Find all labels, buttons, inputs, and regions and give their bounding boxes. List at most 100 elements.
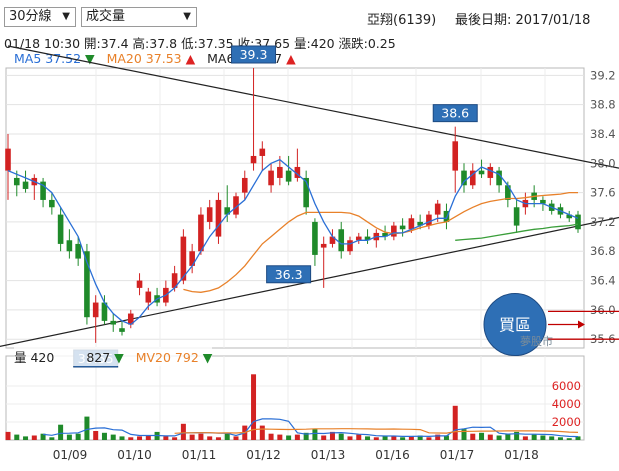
quote-low: 低:37.35 [181,36,234,51]
volume-bar [66,434,72,440]
candle-body [66,240,73,252]
indicator-select[interactable]: 成交量 ▼ [81,7,197,27]
candle [22,170,29,193]
candle [294,148,301,182]
volume-bar [14,434,20,440]
volume-bar [119,436,125,440]
x-tick-label: 01/09 [53,448,88,462]
x-tick-label: 01/12 [246,448,281,462]
candle-body [355,236,362,241]
price-tick-label: 38.0 [590,156,616,170]
volume-bar [347,436,353,440]
x-tick-label: 01/17 [440,448,475,462]
quote-line: 01/18 10:30 開:37.4 高:37.8 低:37.35 收:37.6… [4,33,396,52]
indicator-select-value: 成交量 [86,9,126,24]
volume-bar [110,434,116,440]
volume-bars [5,374,581,440]
volume-bar [215,437,221,440]
candle [461,163,467,193]
candle-body [505,185,511,200]
volume-bar [505,433,511,440]
volume-legend: 量 420 827 ▼ MV20 792 ▼ [14,347,213,366]
volume-bar [566,438,572,440]
volume-legend-vol: 量 420 [14,350,55,365]
price-tick-label: 36.0 [590,303,616,317]
candle-body [22,181,29,189]
candle-body [224,207,231,215]
candle [92,295,99,343]
watermark: 夢股市 [520,335,553,348]
callouts: 39.338.636.335.55買區 [73,45,619,368]
candle-body [513,207,520,226]
candle [110,313,117,332]
stock-name: 亞翔(6139) [367,13,437,28]
candle-body [294,166,301,178]
quote-time: 01/18 10:30 [4,36,81,51]
volume-bar [5,431,11,440]
x-tick-label: 01/16 [375,448,410,462]
candle [355,232,362,244]
x-tick-label: 01/10 [117,448,152,462]
down-arrow-icon: ▼ [202,350,213,365]
candle [329,229,336,248]
candle-body [101,302,108,321]
candle [285,155,292,186]
candle [391,221,397,241]
volume-bar [101,432,107,440]
volume-bar [382,436,388,440]
candle-body [364,236,371,241]
volume-bar [514,431,520,440]
candle-body [312,221,318,255]
volume-bar [259,425,265,440]
x-tick-label: 01/18 [504,448,539,462]
volume-bar [277,434,283,440]
candle [382,225,388,241]
price-tick-label: 36.4 [590,274,616,288]
volume-bar [286,435,292,440]
volume-bar [180,423,186,440]
volume-bar [31,435,37,440]
volume-bar [373,437,379,440]
volume-bar [251,374,257,440]
candle-body [268,170,274,186]
candle [206,199,213,230]
volume-bar [189,434,195,440]
candle [180,229,187,285]
candle-body [320,243,327,248]
volume-bar [452,405,458,440]
candle-body [206,207,213,222]
volume-bar [531,434,537,440]
candle [154,287,160,307]
volume-bar [461,429,467,440]
trendlines [0,45,619,347]
candle-body [382,232,388,237]
axis-labels: 35.636.036.436.837.237.638.038.438.839.2… [53,68,616,462]
volume-bar [408,436,414,440]
candle-body [233,196,239,215]
volume-bar [522,436,528,440]
period-select-value: 30分線 [9,9,52,24]
candle [443,203,450,230]
up-arrow-icon: ▲ [286,51,296,66]
candle-body [478,170,485,175]
candle [312,218,318,266]
candle [233,192,239,219]
candle-body [180,236,187,281]
period-select[interactable]: 30分線 ▼ [4,7,76,27]
candle-body [127,313,134,325]
price-grid [5,67,585,441]
volume-bar [23,436,29,440]
ma-lines [7,158,579,326]
candle-body [452,141,459,171]
candle-body [40,181,46,200]
candle-body [189,251,195,266]
volume-legend-mv20: MV20 792 [135,350,199,365]
volume-bar [128,437,134,440]
up-arrow-icon: ▲ [185,51,196,66]
candle [373,229,380,248]
candle [496,166,502,193]
candle [399,218,406,237]
volume-legend-mv5: 827 [86,350,111,365]
buy-zone-label: 買區 [499,316,531,335]
